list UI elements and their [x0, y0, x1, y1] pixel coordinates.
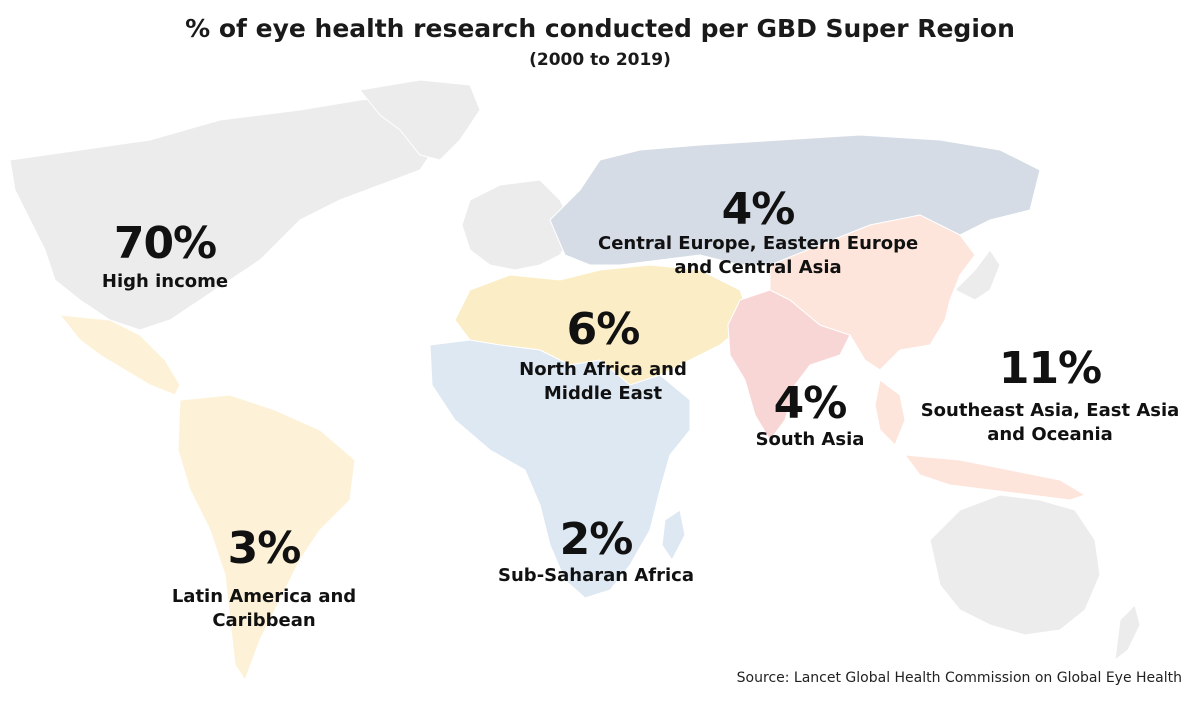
name-nafme-line2: Middle East — [543, 383, 663, 404]
source-note: Source: Lancet Global Health Commission … — [736, 670, 1182, 686]
percent-seao: 11% — [998, 343, 1102, 394]
name-cee-ca-line2: and Central Asia — [674, 257, 842, 278]
region-ssa-shape — [429, 339, 691, 599]
percent-ssa: 2% — [559, 514, 634, 565]
label-south-asia: 4% South Asia — [725, 382, 895, 452]
region-lac-shape — [58, 314, 356, 682]
label-nafme: 6% North Africa and Middle East — [493, 308, 713, 406]
name-seao-line1: Southeast Asia, East Asia — [920, 400, 1180, 421]
name-lac-line1: Latin America and — [171, 586, 357, 607]
name-lac-line2: Caribbean — [212, 610, 316, 631]
percent-lac: 3% — [227, 523, 302, 574]
name-ssa: Sub-Saharan Africa — [498, 565, 694, 586]
map-title: % of eye health research conducted per G… — [185, 14, 1015, 43]
percent-south-asia: 4% — [773, 378, 848, 429]
name-high-income: High income — [101, 271, 229, 292]
name-cee-ca-line1: Central Europe, Eastern Europe — [598, 233, 919, 254]
name-nafme-line1: North Africa and — [519, 359, 687, 380]
percent-nafme: 6% — [566, 304, 641, 355]
percent-cee-ca: 4% — [721, 184, 796, 235]
region-seao-shape — [769, 214, 1087, 501]
region-high-income-shape — [9, 79, 1141, 662]
name-south-asia: South Asia — [755, 429, 865, 450]
label-ssa: 2% Sub-Saharan Africa — [486, 518, 706, 588]
region-cee-shape — [549, 134, 1041, 266]
label-lac: 3% Latin America and Caribbean — [164, 527, 364, 633]
percent-high-income: 70% — [113, 218, 217, 269]
label-high-income: 70% High income — [40, 222, 290, 294]
map-subtitle: (2000 to 2019) — [529, 50, 671, 70]
label-seao: 11% Southeast Asia, East Asia and Oceani… — [915, 347, 1185, 447]
name-seao-line2: and Oceania — [987, 424, 1113, 445]
label-cee-ca: 4% Central Europe, Eastern Europe and Ce… — [598, 188, 918, 280]
